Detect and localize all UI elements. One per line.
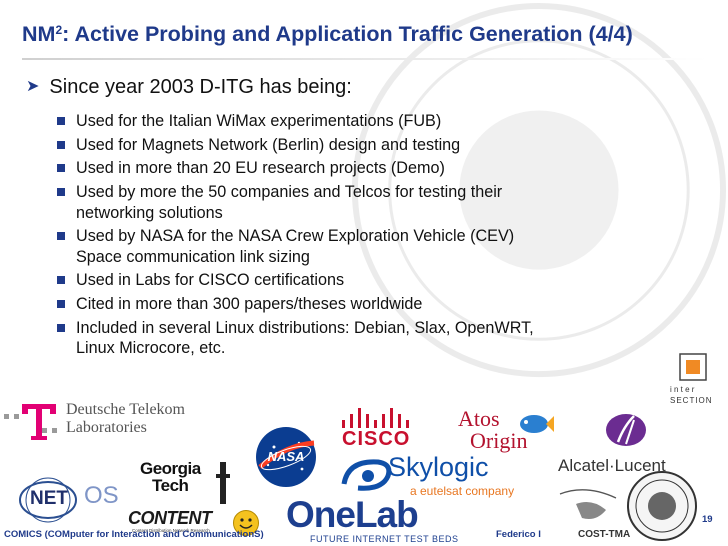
- cisco-word: CISCO: [342, 428, 411, 450]
- usage-list-item: Used by more the 50 companies and Telcos…: [56, 182, 534, 223]
- content-tagline: Content Distribution Network Research: [132, 528, 210, 533]
- skylogic-tagline: a eutelsat company: [410, 484, 515, 498]
- intersection-inter: i n t e r: [670, 385, 695, 394]
- usage-list-item: Used in more than 20 EU research project…: [56, 158, 534, 179]
- netos-net: NET: [30, 488, 68, 509]
- usage-list-item: Used for the Italian WiMax experimentati…: [56, 111, 534, 132]
- telekom-lab: Laboratories: [66, 419, 147, 436]
- usage-list-item-text: Used in Labs for CISCO certifications: [76, 271, 345, 290]
- usage-list-item-text: Used for the Italian WiMax experimentati…: [76, 112, 442, 130]
- usage-list-item: Cited in more than 300 papers/theses wor…: [56, 294, 534, 315]
- nasa-meatball-icon: [256, 427, 316, 487]
- usage-list-item-text: Used for Magnets Network (Berlin) design…: [76, 135, 461, 154]
- university-seal-icon: [627, 471, 697, 541]
- square-bullet-icon: [57, 323, 65, 332]
- tech-tower-icon: [216, 462, 230, 504]
- cisco-logo: CISCO: [336, 404, 420, 452]
- square-bullet-icon: [57, 140, 65, 149]
- square-bullet-icon: [57, 164, 65, 173]
- netos-globe-icon: [19, 477, 77, 523]
- netos-os: OS: [84, 482, 119, 509]
- georgia-tech-logo: Georgia Tech: [140, 460, 240, 510]
- cost-tma-logo: COST-TMA: [578, 529, 638, 543]
- main-bullet: ➤ Since year 2003 D-ITG has being:: [26, 76, 352, 99]
- tech-word: Tech: [152, 476, 189, 495]
- square-bullet-icon: [57, 276, 65, 285]
- usage-list-item-text: Included in several Linux distributions:…: [76, 318, 534, 337]
- alcatel-lucent-logo: Alcatel·Lucent: [556, 412, 696, 478]
- telekom-t-icon: [4, 404, 57, 440]
- usage-list-item: Used in Labs for CISCO certifications: [56, 270, 534, 291]
- nasa-word: NASA: [267, 449, 305, 464]
- arrow-bullet-icon: ➤: [26, 78, 40, 95]
- skylogic-logo: Skylogic a eutelsat company: [338, 450, 538, 502]
- usage-list: Used for the Italian WiMax experimentati…: [56, 111, 534, 362]
- square-bullet-icon: [57, 300, 65, 309]
- nasa-logo: NASA: [254, 425, 318, 489]
- netos-logo: NET OS: [16, 476, 126, 526]
- smiley-icon: [233, 510, 259, 536]
- content-logo: CONTENT Content Distribution Network Res…: [128, 508, 236, 534]
- square-bullet-icon: [57, 232, 65, 241]
- usage-list-item: Used for Magnets Network (Berlin) design…: [56, 135, 534, 156]
- onelab-tagline: FUTURE INTERNET TEST BEDS: [310, 534, 459, 544]
- telekom-name: Deutsche Telekom: [66, 401, 185, 418]
- atos-word: Atos: [458, 406, 500, 431]
- content-word: CONTENT: [128, 508, 212, 528]
- intersection-square-icon: [679, 353, 707, 381]
- cost-tma-word: COST-TMA: [578, 529, 631, 540]
- usage-list-item-text: Cited in more than 300 papers/theses wor…: [76, 295, 423, 314]
- onelab-logo: OneLab FUTURE INTERNET TEST BEDS: [286, 494, 486, 545]
- alcatel-word: Alcatel·Lucent: [558, 456, 666, 475]
- deutsche-telekom-logo: Deutsche Telekom Laboratories: [4, 398, 204, 442]
- usage-list-item-text: Used by NASA for the NASA Crew Explorati…: [76, 227, 515, 246]
- skylogic-word: Skylogic: [388, 452, 489, 482]
- slide-title: NM2: Active Probing and Application Traf…: [22, 22, 633, 46]
- main-bullet-text: Since year 2003 D-ITG has being:: [49, 76, 352, 98]
- intersection-section: SECTION: [670, 396, 713, 405]
- alcatel-orb-icon: [606, 414, 646, 446]
- onelab-word: OneLab: [286, 494, 419, 535]
- georgia-word: Georgia: [140, 459, 201, 478]
- intersection-logo: i n t e r SECTION: [664, 352, 724, 412]
- fish-icon: [520, 415, 554, 433]
- cisco-bars-icon: [342, 408, 409, 428]
- square-bullet-icon: [57, 188, 65, 197]
- origin-word: Origin: [470, 428, 528, 453]
- usage-list-item: Included in several Linux distributions:…: [56, 318, 534, 359]
- usage-list-item: Used by NASA for the NASA Crew Explorati…: [56, 226, 534, 267]
- footer-left: COMICS (COMputer for Interaction and Com…: [4, 529, 264, 540]
- square-bullet-icon: [57, 117, 65, 125]
- usage-list-item-text: Used in more than 20 EU research project…: [76, 159, 445, 178]
- page-number: 19: [702, 514, 713, 525]
- title-divider: [22, 58, 708, 60]
- atos-origin-logo: Atos Origin: [458, 408, 554, 458]
- usage-list-item-text: networking solutions: [76, 203, 223, 222]
- usage-list-item-text: Space communication link sizing: [76, 247, 310, 266]
- mouse-sketch-icon: [559, 489, 617, 519]
- skylogic-swirl-icon: [341, 459, 392, 491]
- footer-author: Federico I: [496, 529, 541, 540]
- usage-list-item-text: Linux Microcore, etc.: [76, 339, 226, 358]
- usage-list-item-text: Used by more the 50 companies and Telcos…: [76, 183, 503, 202]
